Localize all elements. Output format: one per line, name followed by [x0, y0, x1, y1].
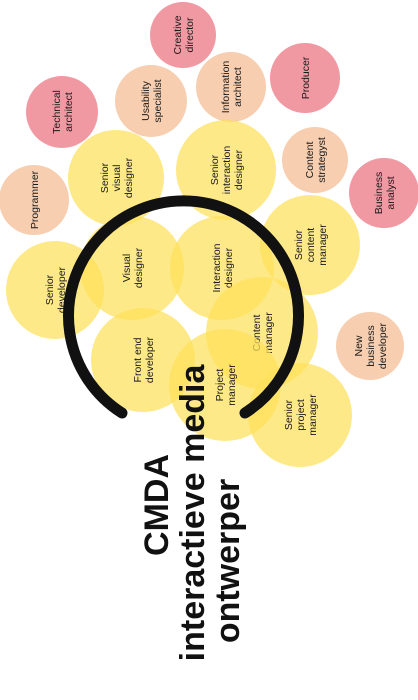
bubble-circle-visual-designer — [80, 216, 184, 320]
profile-arc — [63, 195, 304, 419]
bubble-label-line: Creative — [172, 15, 184, 54]
bubble-label-line: content — [305, 228, 317, 263]
bubble-label-line: architect — [232, 67, 244, 107]
bubble-label-line: strategyst — [316, 137, 328, 183]
bubble-label-line: director — [184, 17, 196, 53]
bubble-label-information-architect: Informationarchitect — [220, 61, 244, 114]
bubble-label-line: manager — [307, 394, 319, 436]
bubble-label-line: developer — [377, 322, 389, 369]
bubble-label-line: Senior — [209, 154, 221, 185]
role-bubble-new-business-developer: Newbusinessdeveloper — [336, 312, 404, 380]
bubble-label-visual-designer: Visualdesigner — [121, 247, 145, 288]
bubble-label-line: analyst — [385, 176, 397, 209]
bubble-circle-producer — [270, 43, 340, 113]
bubble-label-senior-project-manager: Seniorprojectmanager — [283, 394, 319, 436]
role-bubble-technical-architect: Technicalarchitect — [26, 76, 98, 148]
bubble-label-line: Project — [214, 369, 226, 402]
bubble-label-producer: Producer — [300, 56, 312, 99]
bubble-label-line: Technical — [51, 90, 63, 134]
bubble-label-line: visual — [111, 165, 123, 192]
bubble-circle-front-end-developer — [91, 308, 195, 412]
role-bubble-visual-designer: Visualdesigner — [80, 216, 184, 320]
bubble-label-line: Senior — [44, 274, 56, 305]
bubble-label-content-strategyst: Contentstrategyst — [304, 137, 328, 183]
bubble-circle-new-business-developer — [336, 312, 404, 380]
role-bubble-producer: Producer — [270, 43, 340, 113]
bubble-label-senior-content-manager: Seniorcontentmanager — [293, 224, 329, 266]
bubble-label-line: Interaction — [211, 243, 223, 292]
role-bubble-programmer: Programmer — [0, 165, 69, 235]
bubble-label-project-manager: Projectmanager — [214, 364, 238, 406]
bubble-label-business-analyst: Businessanalyst — [373, 172, 397, 215]
title-line-cmda: CMDA — [138, 454, 176, 556]
bubble-label-line: designer — [133, 247, 145, 288]
title-line-ontwerper: ontwerper — [209, 479, 247, 643]
bubble-circle-programmer — [0, 165, 69, 235]
bubble-label-line: manager — [317, 224, 329, 266]
bubble-label-line: Producer — [300, 56, 312, 99]
bubble-label-line: Front end — [132, 337, 144, 382]
role-bubble-front-end-developer: Front enddeveloper — [91, 308, 195, 412]
role-bubble-senior-visual-designer: Seniorvisualdesigner — [68, 130, 164, 226]
role-bubbles: CreativedirectorProducerTechnicalarchite… — [0, 2, 418, 467]
bubble-label-line: architect — [63, 92, 75, 132]
role-bubble-senior-interaction-designer: Seniorinteractiondesigner — [176, 120, 276, 220]
bubble-label-line: manager — [263, 312, 275, 354]
bubble-label-line: Content — [304, 142, 316, 179]
profile-title: CMDA interactieve media ontwerper — [138, 364, 247, 662]
bubble-label-technical-architect: Technicalarchitect — [51, 90, 75, 134]
bubble-label-line: Usability — [140, 80, 152, 120]
bubble-circle-information-architect — [196, 52, 266, 122]
role-bubble-creative-director: Creativedirector — [150, 2, 216, 68]
bubble-label-line: New — [353, 335, 365, 356]
role-bubble-information-architect: Informationarchitect — [196, 52, 266, 122]
bubble-circle-business-analyst — [349, 158, 418, 228]
bubble-label-line: Information — [220, 61, 232, 114]
bubble-label-programmer: Programmer — [29, 170, 41, 229]
bubble-label-line: manager — [226, 364, 238, 406]
bubble-label-interaction-designer: Interactiondesigner — [211, 243, 235, 292]
bubble-circle-senior-visual-designer — [68, 130, 164, 226]
bubble-label-line: Programmer — [29, 170, 41, 229]
role-bubble-business-analyst: Businessanalyst — [349, 158, 418, 228]
bubble-label-new-business-developer: Newbusinessdeveloper — [353, 322, 389, 369]
title-line-interactieve-media: interactieve media — [174, 364, 212, 662]
bubble-circle-usability-specialist — [115, 65, 187, 137]
bubble-circle-technical-architect — [26, 76, 98, 148]
role-bubble-senior-project-manager: Seniorprojectmanager — [248, 363, 352, 467]
bubble-label-senior-visual-designer: Seniorvisualdesigner — [99, 157, 135, 198]
bubble-label-front-end-developer: Front enddeveloper — [132, 336, 156, 383]
bubble-circle-senior-interaction-designer — [176, 120, 276, 220]
bubble-label-line: Senior — [283, 399, 295, 430]
bubble-label-line: developer — [144, 336, 156, 383]
bubble-label-line: Senior — [99, 162, 111, 193]
bubble-label-line: Business — [373, 172, 385, 215]
role-bubble-usability-specialist: Usabilityspecialist — [115, 65, 187, 137]
bubble-circle-creative-director — [150, 2, 216, 68]
bubble-label-usability-specialist: Usabilityspecialist — [140, 79, 164, 122]
bubble-label-line: designer — [233, 149, 245, 190]
bubble-label-line: Senior — [293, 229, 305, 260]
bubble-label-line: specialist — [152, 79, 164, 122]
bubble-label-line: designer — [123, 157, 135, 198]
bubble-label-creative-director: Creativedirector — [172, 15, 196, 54]
bubble-label-line: business — [365, 325, 377, 366]
bubble-circle-content-strategyst — [282, 127, 348, 193]
bubble-label-line: project — [295, 399, 307, 431]
role-bubble-content-strategyst: Contentstrategyst — [282, 127, 348, 193]
bubble-label-senior-interaction-designer: Seniorinteractiondesigner — [209, 146, 245, 195]
bubble-label-line: designer — [223, 247, 235, 288]
bubble-label-line: interaction — [221, 146, 233, 195]
bubble-label-line: Visual — [121, 254, 133, 282]
